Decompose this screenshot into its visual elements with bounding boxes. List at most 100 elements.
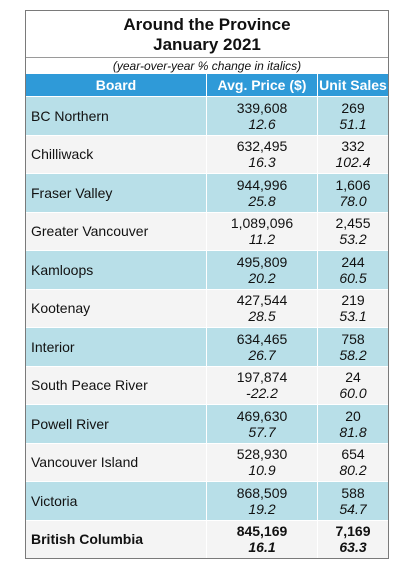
price-value: 528,930 [236,446,288,463]
price-cell: 469,630 57.7 [206,405,317,443]
sales-change: 53.2 [339,231,367,248]
header-board: Board [95,77,137,93]
sales-change: 60.5 [339,269,367,286]
province-table: Around the Province January 2021 (year-o… [25,10,389,559]
header-row: Board Avg. Price ($) Unit Sales [26,74,388,96]
table-row: Victoria 868,509 19.2 588 54.7 [26,481,388,520]
sales-cell: 24 60.0 [317,366,388,404]
price-cell: 632,495 16.3 [206,135,317,173]
board-name: Chilliwack [31,146,94,163]
price-value: 868,509 [236,484,288,501]
price-change: 11.2 [248,231,276,248]
price-change: 25.8 [248,192,276,209]
price-value: 469,630 [236,407,288,424]
sales-value: 269 [341,99,365,116]
sales-cell: 332 102.4 [317,135,388,173]
sales-value: 758 [341,330,365,347]
title-block: Around the Province January 2021 [26,11,388,57]
board-name: Greater Vancouver [31,223,149,240]
price-value: 632,495 [236,138,288,155]
table-row-total: British Columbia 845,169 16.1 7,169 63.3 [26,519,388,558]
price-change: 20.2 [248,269,276,286]
board-name: Vancouver Island [31,454,139,471]
sales-value: 20 [345,407,361,424]
price-value: 634,465 [236,330,288,347]
board-name: Kootenay [31,300,91,317]
sales-change: 78.0 [339,192,367,209]
sales-value: 219 [341,292,365,309]
sales-cell: 588 54.7 [317,482,388,520]
sales-cell: 269 51.1 [317,97,388,135]
price-change: 57.7 [248,423,276,440]
sales-value: 654 [341,446,365,463]
price-cell: 427,544 28.5 [206,289,317,327]
table-row: South Peace River 197,874 -22.2 24 60.0 [26,365,388,404]
board-name: Fraser Valley [31,184,113,201]
price-cell: 495,809 20.2 [206,251,317,289]
sales-change: 80.2 [339,462,367,479]
table-row: BC Northern 339,608 12.6 269 51.1 [26,96,388,135]
sales-value: 332 [341,138,365,155]
sales-cell: 20 81.8 [317,405,388,443]
table-title: Around the Province [123,15,291,34]
price-cell: 868,509 19.2 [206,482,317,520]
table-row: Fraser Valley 944,996 25.8 1,606 78.0 [26,173,388,212]
sales-cell: 654 80.2 [317,443,388,481]
board-name: Interior [31,338,75,355]
sales-change: 53.1 [339,308,367,325]
price-cell: 1,089,096 11.2 [206,212,317,250]
price-cell: 339,608 12.6 [206,97,317,135]
table-row: Vancouver Island 528,930 10.9 654 80.2 [26,442,388,481]
table-row: Powell River 469,630 57.7 20 81.8 [26,404,388,443]
price-value: 339,608 [236,99,288,116]
sales-value: 2,455 [335,215,371,232]
sales-cell: 7,169 63.3 [317,520,388,558]
price-value: 1,089,096 [230,215,294,232]
price-value: 845,169 [236,523,288,540]
price-value: 197,874 [236,369,288,386]
table-row: Interior 634,465 26.7 758 58.2 [26,327,388,366]
board-name: Victoria [31,492,78,509]
sales-value: 588 [341,484,365,501]
sales-change: 58.2 [339,346,367,363]
price-change: 16.3 [248,154,276,171]
header-sales: Unit Sales [317,74,388,96]
price-cell: 528,930 10.9 [206,443,317,481]
price-change: 26.7 [248,346,276,363]
price-change: 19.2 [248,500,276,517]
sales-change: 60.0 [339,385,367,402]
table-subtitle: (year-over-year % change in italics) [26,57,388,74]
price-change: 10.9 [248,462,276,479]
sales-change: 81.8 [339,423,367,440]
table-row: Chilliwack 632,495 16.3 332 102.4 [26,134,388,173]
sales-cell: 244 60.5 [317,251,388,289]
board-name: Powell River [31,415,109,432]
board-name: South Peace River [31,377,148,394]
sales-value: 7,169 [335,523,371,540]
sales-cell: 219 53.1 [317,289,388,327]
price-cell: 197,874 -22.2 [206,366,317,404]
price-cell: 845,169 16.1 [206,520,317,558]
board-name: BC Northern [31,107,109,124]
board-name: British Columbia [31,531,144,548]
table-row: Greater Vancouver 1,089,096 11.2 2,455 5… [26,211,388,250]
sales-cell: 1,606 78.0 [317,174,388,212]
header-price: Avg. Price ($) [206,74,317,96]
price-value: 495,809 [236,253,288,270]
sales-cell: 758 58.2 [317,328,388,366]
price-change: 16.1 [248,539,276,556]
sales-cell: 2,455 53.2 [317,212,388,250]
sales-value: 244 [341,253,365,270]
sales-change: 102.4 [335,154,371,171]
price-value: 944,996 [236,176,288,193]
sales-change: 51.1 [339,115,367,132]
board-name: Kamloops [31,261,94,278]
price-cell: 944,996 25.8 [206,174,317,212]
sales-value: 1,606 [335,176,371,193]
price-cell: 634,465 26.7 [206,328,317,366]
sales-change: 54.7 [339,500,367,517]
price-change: 28.5 [248,308,276,325]
sales-value: 24 [345,369,361,386]
price-change: 12.6 [248,115,276,132]
table-row: Kootenay 427,544 28.5 219 53.1 [26,288,388,327]
